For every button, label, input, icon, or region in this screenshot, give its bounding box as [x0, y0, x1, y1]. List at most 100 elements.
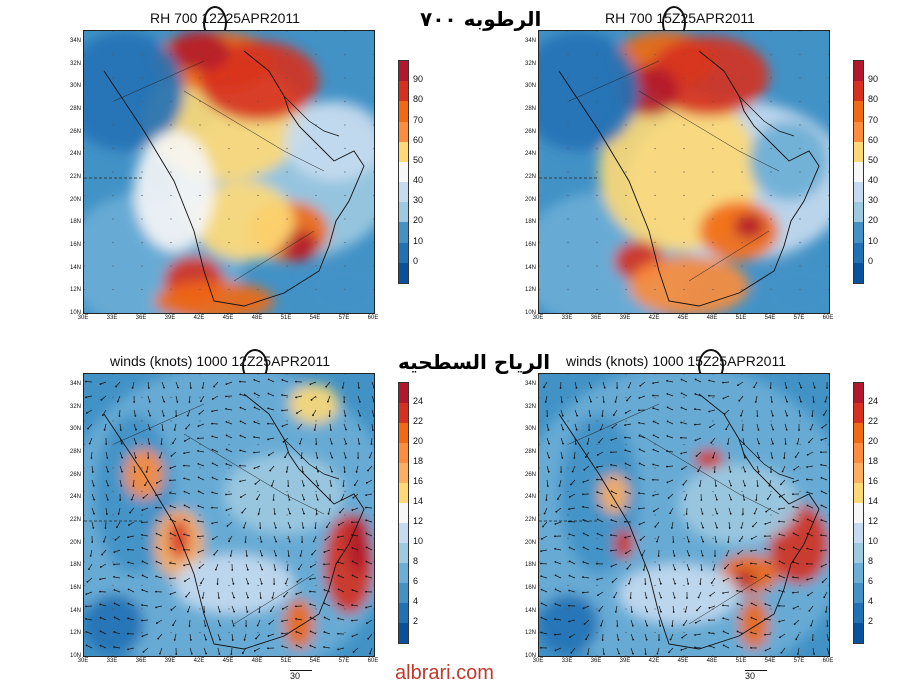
longitude-label: 51E	[277, 658, 295, 664]
colorbar-label: 10	[413, 536, 423, 546]
latitude-label: 22N	[63, 174, 81, 180]
colorbar-label: 0	[868, 256, 873, 266]
colorbar-swatch	[399, 222, 408, 242]
longitude-label: 33E	[558, 658, 576, 664]
wind-15z-title: winds (knots) 1000 15Z25APR2011	[566, 353, 786, 369]
longitude-label: 42E	[190, 315, 208, 321]
colorbar-label: 14	[868, 496, 878, 506]
longitude-label: 48E	[703, 315, 721, 321]
colorbar-swatch	[399, 543, 408, 563]
colorbar-swatch	[399, 463, 408, 483]
latitude-label: 18N	[63, 562, 81, 568]
wind-speed-colorbar	[853, 382, 864, 644]
longitude-label: 57E	[335, 315, 353, 321]
colorbar-swatch	[399, 263, 408, 283]
longitude-label: 33E	[103, 315, 121, 321]
longitude-label: 51E	[732, 658, 750, 664]
longitude-label: 36E	[587, 658, 605, 664]
humidity-colorbar	[853, 60, 864, 284]
colorbar-swatch	[854, 483, 863, 503]
colorbar-swatch	[399, 503, 408, 523]
colorbar-label: 70	[413, 115, 423, 125]
colorbar-label: 50	[413, 155, 423, 165]
latitude-label: 24N	[63, 151, 81, 157]
field-blob	[679, 464, 799, 544]
wind-12z-map	[83, 373, 375, 657]
colorbar-swatch	[854, 603, 863, 623]
latitude-label: 14N	[518, 608, 536, 614]
latitude-label: 16N	[518, 242, 536, 248]
colorbar-label: 4	[868, 596, 873, 606]
colorbar-label: 10	[413, 236, 423, 246]
colorbar-label: 30	[868, 195, 878, 205]
longitude-label: 48E	[703, 658, 721, 664]
field-blob	[739, 599, 769, 649]
longitude-label: 57E	[790, 658, 808, 664]
colorbar-swatch	[854, 182, 863, 202]
latitude-label: 26N	[518, 129, 536, 135]
colorbar-label: 18	[868, 456, 878, 466]
wind-field-svg	[539, 374, 829, 656]
latitude-label: 28N	[63, 106, 81, 112]
field-blob	[289, 384, 339, 424]
colorbar-swatch	[854, 563, 863, 583]
colorbar-swatch	[854, 403, 863, 423]
field-blob	[694, 449, 724, 469]
colorbar-label: 8	[413, 556, 418, 566]
longitude-label: 42E	[190, 658, 208, 664]
longitude-label: 54E	[306, 658, 324, 664]
longitude-label: 45E	[219, 658, 237, 664]
wind-scale-vector: 30	[290, 670, 312, 681]
latitude-label: 24N	[63, 494, 81, 500]
colorbar-label: 12	[413, 516, 423, 526]
colorbar-swatch	[854, 623, 863, 643]
longitude-label: 60E	[364, 658, 382, 664]
colorbar-label: 20	[868, 436, 878, 446]
longitude-label: 30E	[74, 315, 92, 321]
longitude-label: 45E	[674, 658, 692, 664]
longitude-label: 36E	[132, 658, 150, 664]
latitude-label: 28N	[63, 449, 81, 455]
latitude-label: 18N	[518, 219, 536, 225]
colorbar-label: 22	[413, 416, 423, 426]
latitude-label: 34N	[518, 381, 536, 387]
colorbar-swatch	[399, 563, 408, 583]
colorbar-swatch	[854, 101, 863, 121]
latitude-label: 12N	[63, 287, 81, 293]
colorbar-swatch	[399, 182, 408, 202]
site-watermark: albrari.com	[395, 662, 494, 685]
colorbar-swatch	[854, 202, 863, 222]
colorbar-label: 20	[413, 436, 423, 446]
longitude-label: 33E	[103, 658, 121, 664]
colorbar-swatch	[399, 162, 408, 182]
latitude-label: 34N	[63, 38, 81, 44]
latitude-label: 24N	[518, 151, 536, 157]
latitude-label: 16N	[63, 585, 81, 591]
longitude-label: 39E	[616, 315, 634, 321]
latitude-label: 12N	[518, 630, 536, 636]
latitude-label: 16N	[63, 242, 81, 248]
longitude-label: 30E	[529, 315, 547, 321]
longitude-label: 45E	[674, 315, 692, 321]
colorbar-swatch	[854, 523, 863, 543]
colorbar-swatch	[399, 603, 408, 623]
latitude-label: 30N	[63, 83, 81, 89]
colorbar-swatch	[854, 222, 863, 242]
colorbar-label: 90	[868, 74, 878, 84]
colorbar-label: 24	[413, 396, 423, 406]
colorbar-label: 12	[868, 516, 878, 526]
field-blob	[599, 474, 629, 514]
longitude-label: 48E	[248, 658, 266, 664]
latitude-label: 28N	[518, 106, 536, 112]
wind-12z-title: winds (knots) 1000 12Z25APR2011	[110, 353, 330, 369]
colorbar-swatch	[399, 202, 408, 222]
colorbar-label: 2	[868, 616, 873, 626]
latitude-label: 32N	[63, 61, 81, 67]
colorbar-label: 18	[413, 456, 423, 466]
colorbar-swatch	[854, 81, 863, 101]
latitude-label: 20N	[63, 540, 81, 546]
field-blob	[134, 131, 214, 251]
latitude-label: 22N	[63, 517, 81, 523]
longitude-label: 30E	[529, 658, 547, 664]
colorbar-swatch	[399, 81, 408, 101]
